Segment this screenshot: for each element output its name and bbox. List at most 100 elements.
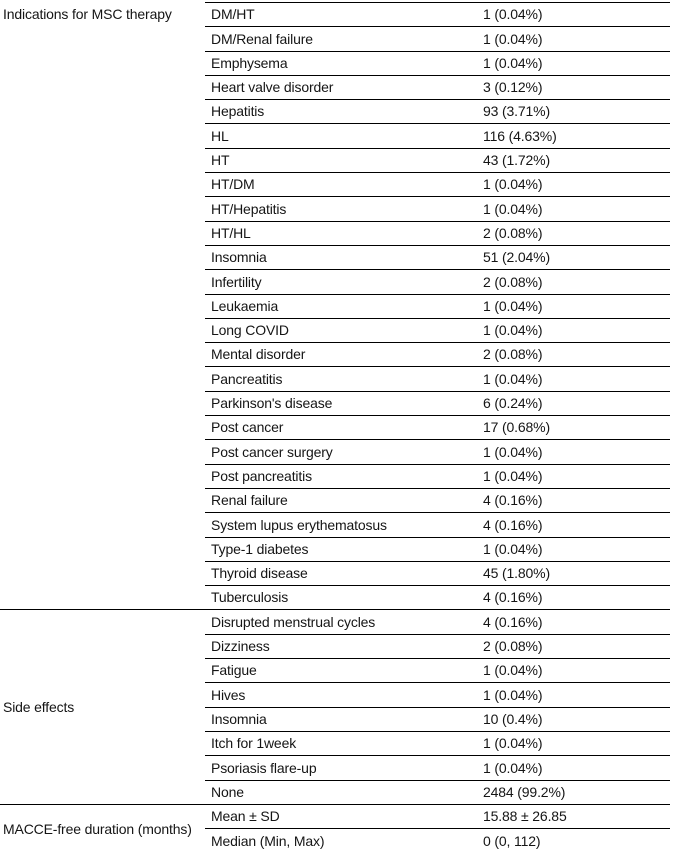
table-row: HT/DM 1 (0.04%)	[0, 172, 670, 197]
row-label-cell: Insomnia	[205, 706, 482, 732]
row-value-cell: 4 (0.16%)	[482, 512, 670, 538]
row-label-cell: DM/HT	[205, 1, 482, 27]
table-row: Insomnia 51 (2.04%)	[0, 244, 670, 270]
row-value-cell: 1 (0.04%)	[482, 26, 670, 52]
row-value-cell: 1 (0.04%)	[482, 755, 670, 780]
row-value-cell: 2 (0.08%)	[482, 342, 670, 367]
table-row: Psoriasis flare-up 1 (0.04%)	[0, 755, 670, 780]
row-value-cell: 43 (1.72%)	[482, 147, 670, 173]
row-label-cell: HT/HL	[205, 220, 482, 246]
row-label-cell: Long COVID	[205, 317, 482, 343]
row-label-cell: Fatigue	[205, 658, 482, 683]
row-value-cell: 1 (0.04%)	[482, 293, 670, 319]
table-row: MACCE-free duration (months) Mean ± SD 15.…	[0, 803, 670, 853]
row-value-cell: 1 (0.04%)	[482, 682, 670, 708]
table-row: Indications for MSC therapy DM/HT 1 (0.04%…	[0, 1, 670, 27]
row-value-cell: 1 (0.04%)	[482, 1, 670, 27]
row-value-cell: 1 (0.04%)	[482, 658, 670, 683]
row-value-cell: 93 (3.71%)	[482, 99, 670, 124]
row-label-cell: Leukaemia	[205, 293, 482, 319]
table-row: Heart valve disorder 3 (0.12%)	[0, 74, 670, 100]
table-row: Emphysema 1 (0.04%)	[0, 50, 670, 76]
row-value-cell: 4 (0.16%)	[482, 487, 670, 513]
row-label-cell: Thyroid disease	[205, 560, 482, 586]
table-row: System lupus erythematosus 4 (0.16%)	[0, 512, 670, 538]
table-row: Type-1 diabetes 1 (0.04%)	[0, 536, 670, 562]
table-row: Thyroid disease 45 (1.80%)	[0, 560, 670, 586]
row-label-cell: HT/Hepatitis	[205, 196, 482, 222]
table-row: DM/Renal failure 1 (0.04%)	[0, 26, 670, 52]
row-value-cell: 2 (0.08%)	[482, 220, 670, 246]
table-row: Post cancer surgery 1 (0.04%)	[0, 439, 670, 465]
table-row: Fatigue 1 (0.04%)	[0, 658, 670, 683]
table-row: Long COVID 1 (0.04%)	[0, 317, 670, 343]
table-row: Post cancer 17 (0.68%)	[0, 415, 670, 440]
table-row: None 2484 (99.2%)	[0, 779, 670, 805]
table-row: Median (Min, Max) 0 (0, 112)	[0, 828, 670, 853]
row-label-cell: Hepatitis	[205, 99, 482, 124]
row-value-cell: 10 (0.4%)	[482, 706, 670, 732]
table-row: Post pancreatitis 1 (0.04%)	[0, 463, 670, 489]
row-label-cell: Post pancreatitis	[205, 463, 482, 489]
row-value-cell: 1 (0.04%)	[482, 172, 670, 197]
row-value-cell: 1 (0.04%)	[482, 317, 670, 343]
row-value-cell: 3 (0.12%)	[482, 74, 670, 100]
table-row: Itch for 1week 1 (0.04%)	[0, 730, 670, 756]
row-value-cell: 1 (0.04%)	[482, 439, 670, 465]
table-row: Pancreatitis 1 (0.04%)	[0, 366, 670, 392]
row-value-cell: 1 (0.04%)	[482, 730, 670, 756]
table-row: Side effects Disrupted menstrual cycles 4 …	[0, 609, 670, 805]
table-row: HT/Hepatitis 1 (0.04%)	[0, 196, 670, 222]
row-value-cell: 45 (1.80%)	[482, 560, 670, 586]
table-row: HT 43 (1.72%)	[0, 147, 670, 173]
row-label-cell: Insomnia	[205, 244, 482, 270]
table-row: HT/HL 2 (0.08%)	[0, 220, 670, 246]
row-label-cell: Median (Min, Max)	[205, 828, 482, 853]
table-row: Dizziness 2 (0.08%)	[0, 633, 670, 659]
row-label-cell: Disrupted menstrual cycles	[205, 609, 482, 635]
table-row: HL 116 (4.63%)	[0, 123, 670, 149]
row-label-cell: Itch for 1week	[205, 730, 482, 756]
row-value-cell: 51 (2.04%)	[482, 244, 670, 270]
row-label-cell: DM/Renal failure	[205, 26, 482, 52]
category-cell: MACCE-free duration (months)	[0, 803, 205, 853]
row-label-cell: Renal failure	[205, 487, 482, 513]
row-label-cell: Post cancer surgery	[205, 439, 482, 465]
row-label-cell: System lupus erythematosus	[205, 512, 482, 538]
row-label-cell: Dizziness	[205, 633, 482, 659]
table-row: Mental disorder 2 (0.08%)	[0, 342, 670, 367]
row-label-cell: Mean ± SD	[205, 803, 482, 829]
row-value-cell: 4 (0.16%)	[482, 609, 670, 635]
row-value-cell: 0 (0, 112)	[482, 828, 670, 853]
row-value-cell: 4 (0.16%)	[482, 585, 670, 610]
row-value-cell: 1 (0.04%)	[482, 463, 670, 489]
table-row: Parkinson's disease 6 (0.24%)	[0, 390, 670, 416]
row-label-cell: Psoriasis flare-up	[205, 755, 482, 780]
row-label-cell: HL	[205, 123, 482, 149]
row-value-cell: 15.88 ± 26.85	[482, 803, 670, 829]
row-label-cell: Heart valve disorder	[205, 74, 482, 100]
row-label-cell: Post cancer	[205, 415, 482, 440]
row-label-cell: Parkinson's disease	[205, 390, 482, 416]
row-value-cell: 2 (0.08%)	[482, 633, 670, 659]
row-label-cell: Type-1 diabetes	[205, 536, 482, 562]
row-label-cell: Infertility	[205, 269, 482, 295]
row-value-cell: 2 (0.08%)	[482, 269, 670, 295]
row-value-cell: 6 (0.24%)	[482, 390, 670, 416]
table-row: Tuberculosis 4 (0.16%)	[0, 585, 670, 610]
table-row: Insomnia 10 (0.4%)	[0, 706, 670, 732]
table-row: Leukaemia 1 (0.04%)	[0, 293, 670, 319]
row-value-cell: 2484 (99.2%)	[482, 779, 670, 805]
row-label-cell: HT	[205, 147, 482, 173]
table-row: Renal failure 4 (0.16%)	[0, 487, 670, 513]
row-label-cell: Mental disorder	[205, 342, 482, 367]
row-label-cell: Pancreatitis	[205, 366, 482, 392]
row-label-cell: HT/DM	[205, 172, 482, 197]
table-row: Hepatitis 93 (3.71%)	[0, 99, 670, 124]
category-cell: Side effects	[0, 609, 205, 805]
row-label-cell: Hives	[205, 682, 482, 708]
row-value-cell: 1 (0.04%)	[482, 366, 670, 392]
row-value-cell: 1 (0.04%)	[482, 536, 670, 562]
category-cell: Indications for MSC therapy	[3, 5, 172, 22]
